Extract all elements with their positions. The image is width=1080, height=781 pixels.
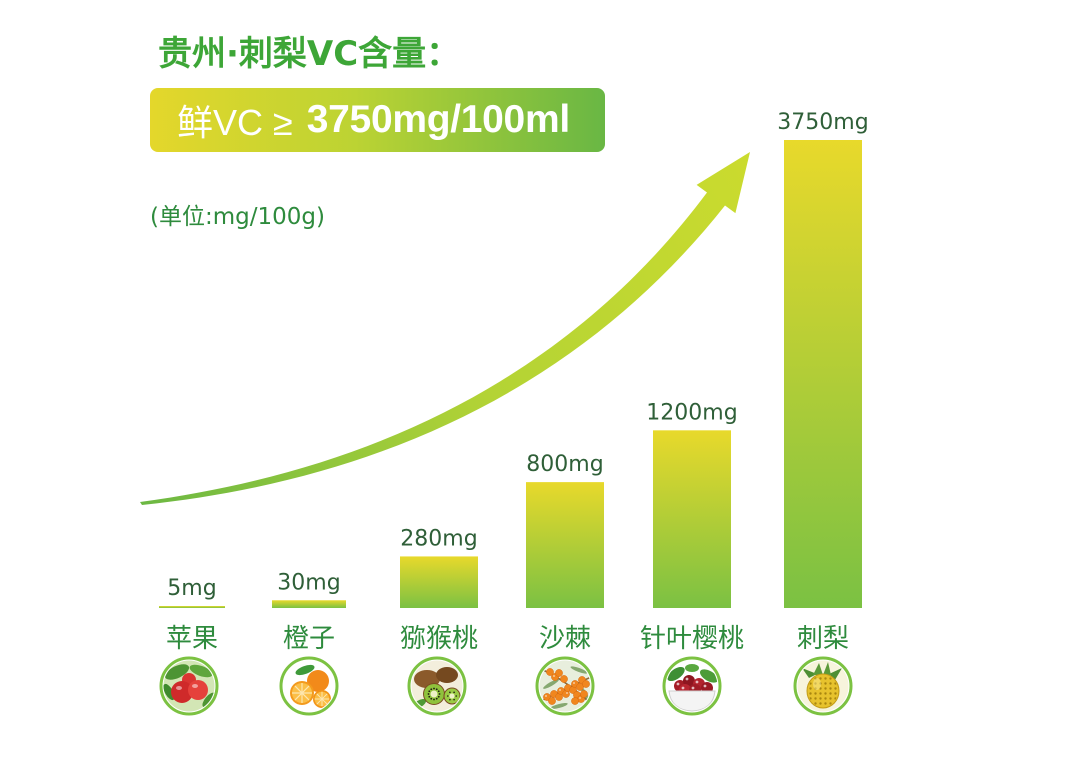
sea-buckthorn-icon bbox=[535, 656, 595, 716]
category-label-roxburgh-rose: 刺梨 bbox=[797, 624, 849, 654]
category-label-sea-buckthorn: 沙棘 bbox=[539, 624, 591, 654]
acerola-cherry-icon bbox=[662, 656, 722, 716]
bar-roxburgh-rose bbox=[784, 140, 862, 608]
category-label-apple: 苹果 bbox=[166, 624, 218, 654]
value-label-sea-buckthorn: 800mg bbox=[526, 452, 603, 477]
value-label-kiwi: 280mg bbox=[400, 526, 477, 551]
banner-prefix: 鲜VC ≥ bbox=[177, 102, 293, 143]
unit-label: (单位:mg/100g) bbox=[150, 204, 325, 230]
bars-group: 5mg 苹果 30mg 橙子 280mg 猕猴桃 800mg 沙棘 1200mg 针叶樱桃 3750… bbox=[159, 110, 869, 654]
value-label-apple: 5mg bbox=[167, 576, 216, 601]
bar-acerola-cherry bbox=[653, 430, 731, 608]
value-label-roxburgh-rose: 3750mg bbox=[777, 110, 868, 135]
category-label-acerola-cherry: 针叶樱桃 bbox=[640, 624, 744, 654]
bar-sea-buckthorn bbox=[526, 482, 604, 608]
vc-banner: 鲜VC ≥ 3750mg/100ml bbox=[150, 88, 605, 152]
value-label-orange: 30mg bbox=[277, 570, 340, 595]
bar-apple bbox=[159, 606, 225, 608]
category-label-kiwi: 猕猴桃 bbox=[400, 624, 478, 654]
chart-title: 贵州·刺梨VC含量： bbox=[158, 34, 461, 74]
roxburgh-rose-icon bbox=[793, 656, 853, 716]
bar-orange bbox=[272, 600, 346, 608]
orange-icon bbox=[279, 656, 339, 716]
banner-value: 3750mg/100ml bbox=[306, 98, 570, 141]
apple-icon bbox=[159, 656, 219, 716]
bar-kiwi bbox=[400, 556, 478, 608]
category-label-orange: 橙子 bbox=[283, 624, 335, 654]
value-label-acerola-cherry: 1200mg bbox=[646, 400, 737, 425]
kiwi-icon bbox=[407, 656, 467, 716]
